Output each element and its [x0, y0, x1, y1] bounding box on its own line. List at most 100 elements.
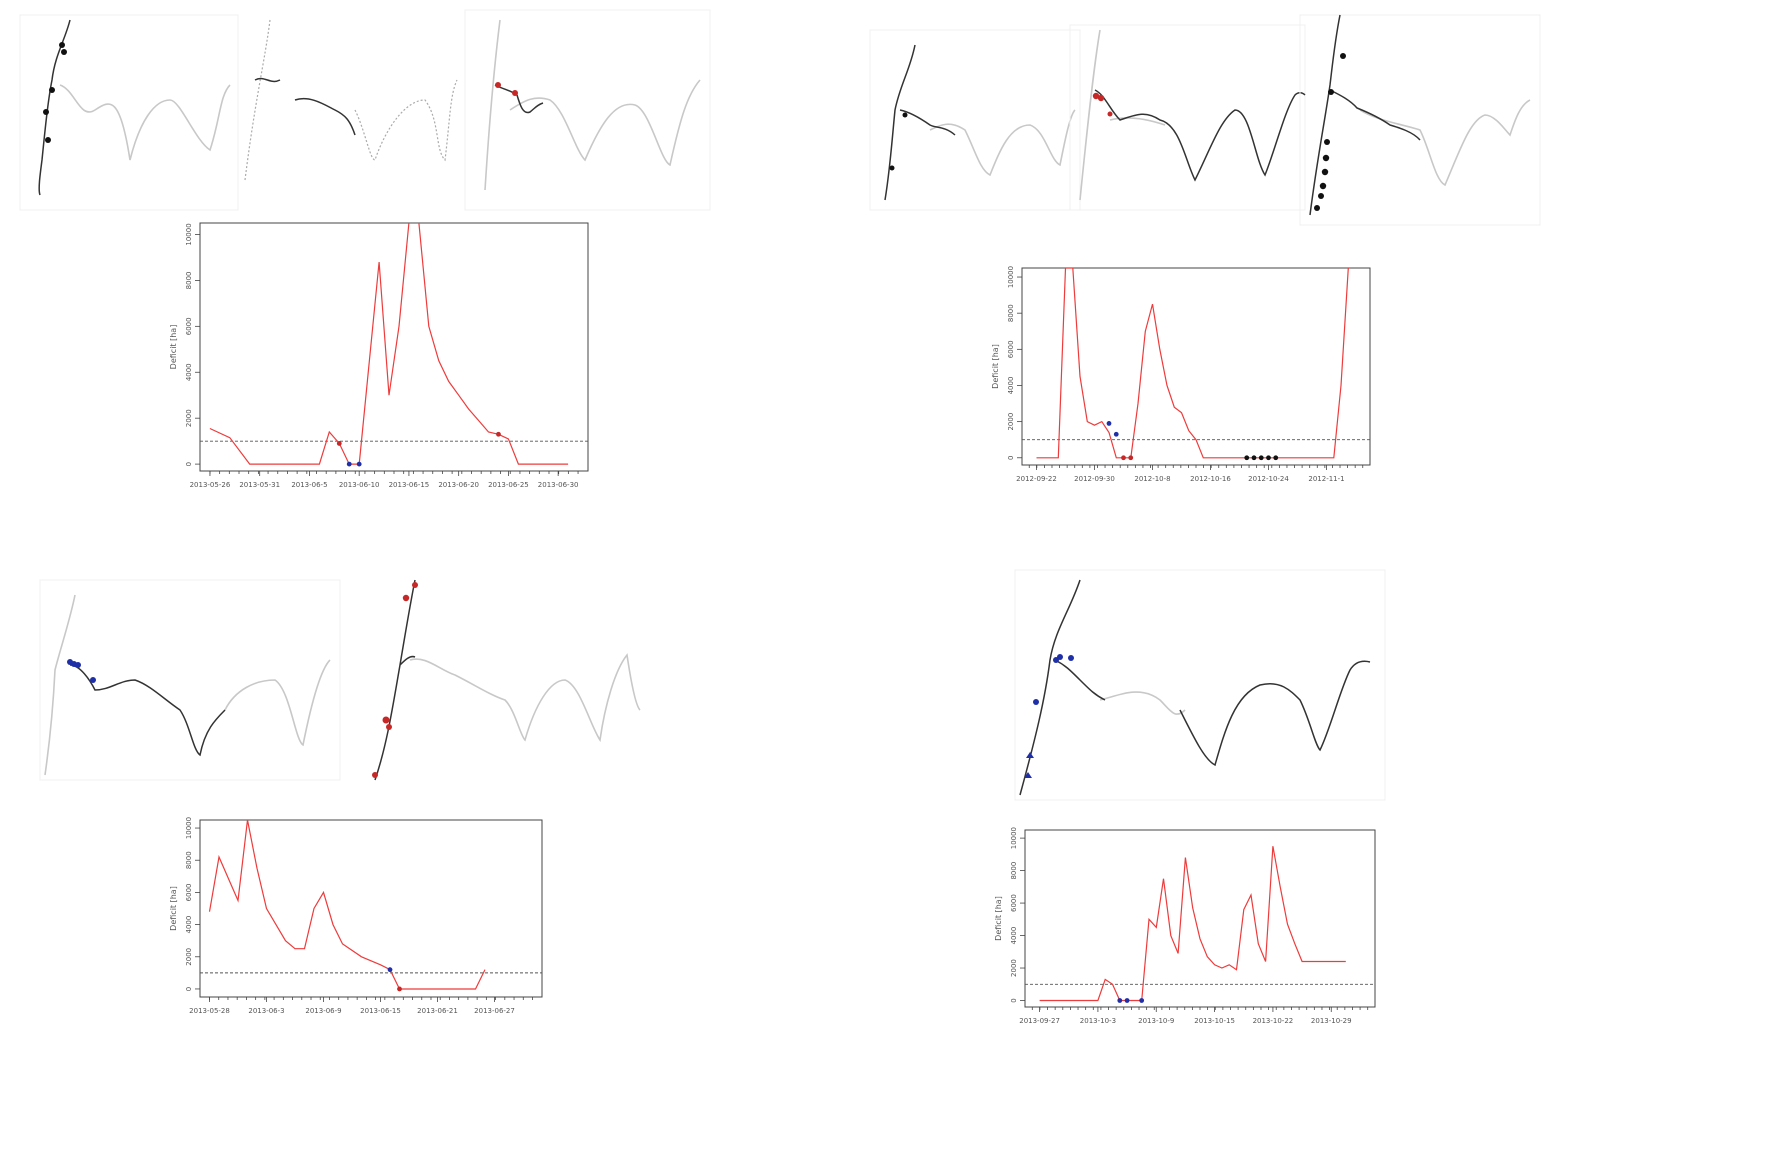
y-tick-label: 8000 — [1010, 862, 1018, 880]
x-tick-label: 2013-06-10 — [339, 481, 380, 489]
x-tick-label: 2012-10-16 — [1190, 475, 1231, 483]
x-tick-label: 2013-06-9 — [305, 1007, 341, 1015]
x-tick-label: 2013-06-5 — [291, 481, 327, 489]
y-tick-label: 2000 — [1007, 413, 1015, 431]
maps-top-left — [0, 0, 730, 215]
y-tick-label: 6000 — [1007, 340, 1015, 358]
deficit-chart-bottom-right: 0 2000 4000 6000 8000 10000 Deficit [ha] 2013-0… — [994, 827, 1376, 1025]
map-frame — [869, 29, 1081, 211]
river-map-top-left-1 — [19, 14, 239, 211]
site-marker — [1068, 655, 1074, 661]
site-marker — [59, 42, 65, 48]
y-tick-label: 2000 — [185, 409, 193, 427]
y-tick-label: 8000 — [185, 271, 193, 289]
data-point — [1124, 998, 1130, 1003]
site-marker — [372, 772, 378, 778]
site-marker — [45, 137, 51, 143]
map-frame — [1014, 569, 1386, 801]
x-tick-label: 2013-06-20 — [438, 481, 479, 489]
x-tick-label: 2013-05-31 — [239, 481, 280, 489]
river-map-top-left-3 — [464, 9, 711, 211]
data-point — [387, 967, 393, 973]
data-point — [346, 461, 352, 467]
map-frame — [39, 579, 341, 781]
y-tick-label: 8000 — [1007, 304, 1015, 322]
plot-frame — [199, 222, 589, 472]
y-tick-label: 10000 — [185, 817, 193, 839]
y-tick-label: 4000 — [185, 363, 193, 381]
x-tick-label: 2013-06-15 — [389, 481, 430, 489]
site-marker — [1097, 94, 1105, 102]
river-map-bottom-right-1 — [1014, 569, 1386, 801]
x-tick-label: 2013-10-22 — [1253, 1017, 1294, 1025]
site-marker — [495, 82, 501, 88]
x-tick-label: 2013-06-30 — [538, 481, 579, 489]
river-inactive-reach — [59, 84, 231, 161]
y-tick-label: 2000 — [1010, 959, 1018, 977]
maps-bottom-right — [1010, 569, 1390, 805]
river-map-top-left-2 — [244, 19, 458, 181]
data-point — [1113, 431, 1119, 437]
y-tick-label: 6000 — [185, 883, 193, 901]
data-point — [496, 431, 501, 437]
river-map-bottom-left-2 — [372, 579, 641, 781]
data-point — [356, 461, 362, 467]
deficit-chart-bottom-left: 0 2000 4000 6000 8000 10000 Deficit [ha] 2013-0… — [169, 817, 543, 1015]
river-inactive-reach — [409, 653, 641, 743]
y-tick-label: 0 — [1007, 456, 1015, 460]
site-marker — [1033, 699, 1039, 705]
site-marker — [1319, 182, 1327, 190]
site-marker — [90, 677, 96, 683]
y-tick-label: 6000 — [185, 317, 193, 335]
y-tick-label: 0 — [185, 987, 193, 991]
site-marker — [49, 87, 55, 93]
data-point — [1117, 998, 1123, 1003]
deficit-series-line — [209, 223, 569, 465]
site-marker — [75, 662, 81, 668]
site-marker — [61, 49, 67, 55]
data-point — [1273, 455, 1279, 461]
x-tick-label: 2013-05-26 — [190, 481, 231, 489]
site-marker — [1057, 654, 1063, 660]
data-point — [1258, 455, 1264, 461]
river-active-reach — [884, 44, 956, 201]
y-tick-label: 0 — [185, 462, 193, 466]
site-marker — [1107, 111, 1113, 117]
y-tick-label: 10000 — [1007, 266, 1015, 288]
y-tick-label: 0 — [1010, 998, 1018, 1002]
x-tick-label: 2013-09-27 — [1019, 1017, 1060, 1025]
data-point — [397, 986, 402, 992]
deficit-series-line — [1036, 268, 1349, 459]
river-inactive-reach — [1079, 29, 1166, 201]
y-axis-label: Deficit [ha] — [169, 325, 178, 370]
map-frame — [1299, 14, 1541, 226]
site-marker — [386, 724, 392, 730]
site-marker — [512, 90, 518, 96]
river-map-top-right-1 — [869, 29, 1081, 211]
river-map-top-right-2 — [1069, 24, 1306, 211]
data-point — [1139, 998, 1145, 1003]
river-inactive-reach — [244, 19, 458, 181]
river-inactive-reach — [484, 19, 701, 191]
site-marker — [1026, 752, 1034, 758]
y-tick-label: 8000 — [185, 851, 193, 869]
river-inactive-reach — [1359, 99, 1531, 187]
y-tick-label: 6000 — [1010, 894, 1018, 912]
river-active-reach — [494, 84, 544, 114]
x-tick-label: 2013-10-9 — [1138, 1017, 1174, 1025]
site-marker — [382, 716, 390, 724]
x-tick-label: 2012-10-24 — [1248, 475, 1289, 483]
river-map-top-right-3 — [1299, 14, 1541, 226]
site-marker — [1328, 89, 1334, 95]
x-tick-label: 2012-09-22 — [1016, 475, 1057, 483]
x-tick-label: 2013-10-3 — [1080, 1017, 1116, 1025]
y-tick-label: 10000 — [185, 223, 193, 245]
river-inactive-reach — [44, 594, 331, 776]
river-map-bottom-left-1 — [39, 579, 341, 781]
river-inactive-reach — [929, 109, 1076, 177]
x-tick-label: 2013-06-25 — [488, 481, 529, 489]
x-tick-label: 2013-06-27 — [474, 1007, 515, 1015]
river-active-reach — [69, 664, 226, 757]
site-marker — [1024, 772, 1032, 778]
y-axis-label: Deficit [ha] — [991, 344, 1000, 389]
